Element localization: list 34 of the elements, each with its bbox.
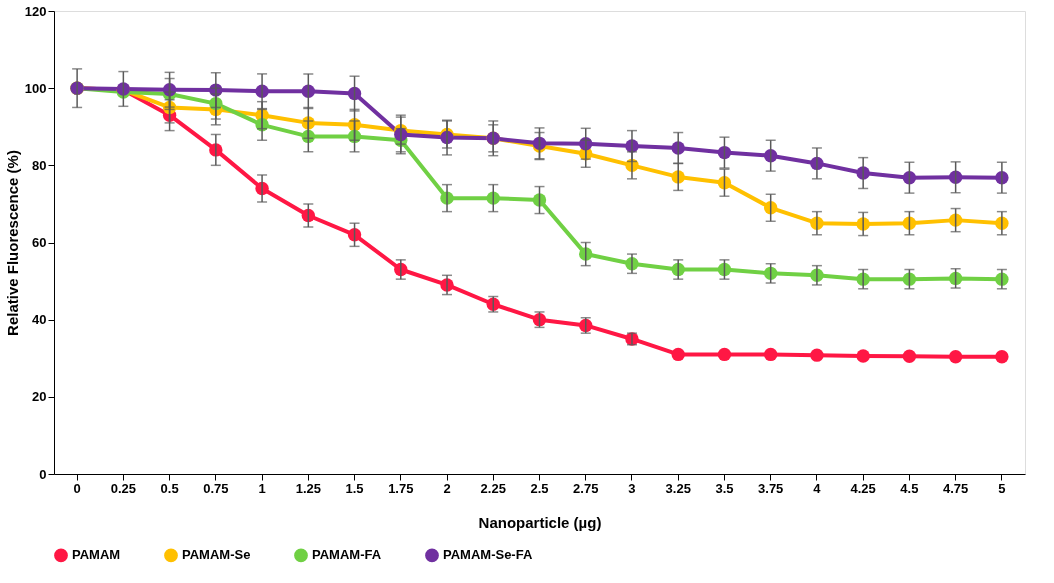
y-tick-label: 60 xyxy=(32,235,47,250)
x-tick-label: 4.25 xyxy=(850,480,876,496)
x-tick-label: 0.75 xyxy=(203,480,229,496)
x-tick-label: 1.25 xyxy=(295,480,321,496)
x-tick-label: 0.5 xyxy=(160,480,179,496)
x-tick-label: 2.75 xyxy=(573,480,599,496)
x-tick-label: 4.5 xyxy=(900,480,919,496)
x-tick-label: 3.5 xyxy=(715,480,734,496)
y-tick-label: 100 xyxy=(24,80,47,96)
x-tick-label: 2.5 xyxy=(530,480,549,496)
y-tick-label: 40 xyxy=(32,312,47,328)
x-tick-label: 1.5 xyxy=(345,480,364,496)
y-axis-title: Relative Fluorescence (%) xyxy=(3,150,21,336)
x-tick-label: 3.25 xyxy=(665,480,691,496)
legend-label: PAMAM-FA xyxy=(312,547,382,563)
x-tick-label: 4 xyxy=(813,480,822,496)
x-tick-label: 3.75 xyxy=(758,480,784,496)
x-tick-label: 5 xyxy=(998,480,1006,496)
y-tick-label: 20 xyxy=(32,389,47,405)
x-tick-label: 1.75 xyxy=(388,480,414,496)
y-tick-label: 120 xyxy=(24,3,47,19)
x-tick-label: 3 xyxy=(628,480,636,496)
x-tick-label: 2.25 xyxy=(480,480,506,496)
x-axis-title: Nanoparticle (µg) xyxy=(478,513,602,531)
legend-label: PAMAM xyxy=(72,547,121,563)
y-tick-label: 0 xyxy=(39,466,47,482)
x-tick-label: 4.75 xyxy=(942,480,969,496)
x-tick-label: 2 xyxy=(443,480,451,496)
x-tick-label: 1 xyxy=(258,480,266,496)
y-tick-label: 80 xyxy=(32,157,47,173)
legend-label: PAMAM-Se xyxy=(182,547,251,563)
x-tick-label: 0.25 xyxy=(110,480,137,496)
x-tick-label: 0 xyxy=(73,480,81,496)
legend-label: PAMAM-Se-FA xyxy=(443,547,533,563)
